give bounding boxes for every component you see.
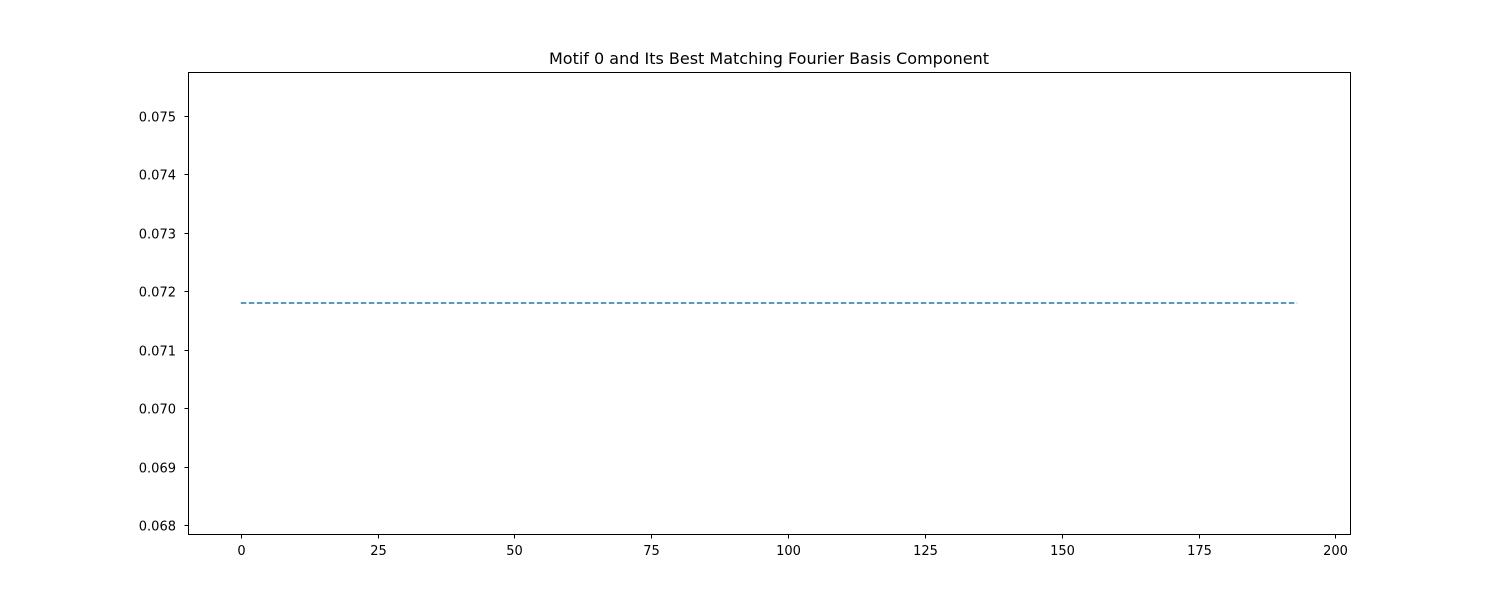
x-axis: 0 25 50 75 100 125 150 175 200 — [237, 534, 1348, 559]
y-axis: 0.068 0.069 0.070 0.071 0.072 0.073 0.074 0.075 — [139, 111, 189, 535]
x-tick-label: 75 — [643, 544, 660, 559]
x-tick-label: 175 — [1187, 544, 1212, 559]
x-tick-label: 0 — [237, 544, 245, 559]
y-tick-label: 0.075 — [139, 111, 176, 126]
y-tick-label: 0.073 — [139, 228, 176, 243]
y-tick-label: 0.072 — [139, 286, 176, 301]
x-tick-label: 50 — [506, 544, 523, 559]
x-tick-label: 200 — [1323, 544, 1348, 559]
x-tick-label: 150 — [1050, 544, 1075, 559]
x-tick-label: 25 — [370, 544, 387, 559]
y-tick-label: 0.068 — [139, 520, 176, 535]
plot-area-frame — [188, 72, 1351, 535]
y-tick-label: 0.069 — [139, 462, 176, 477]
x-tick-label: 125 — [913, 544, 938, 559]
y-tick-label: 0.070 — [139, 403, 176, 418]
chart-title: Motif 0 and Its Best Matching Fourier Ba… — [549, 49, 989, 68]
x-tick-label: 100 — [776, 544, 801, 559]
y-tick-label: 0.071 — [139, 345, 176, 360]
y-tick-label: 0.074 — [139, 169, 176, 184]
